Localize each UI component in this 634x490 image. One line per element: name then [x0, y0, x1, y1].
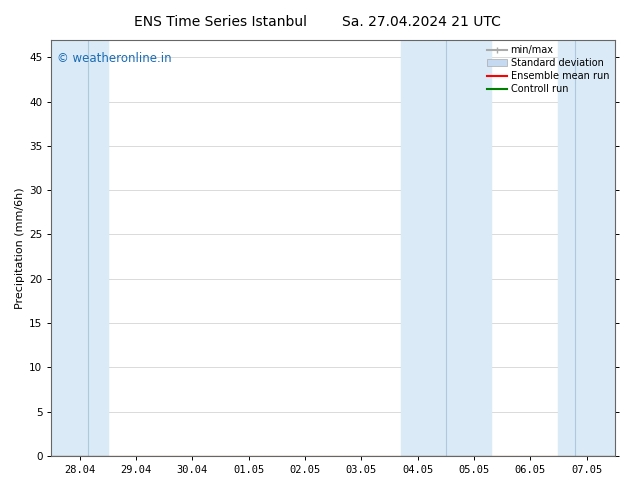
- Legend: min/max, Standard deviation, Ensemble mean run, Controll run: min/max, Standard deviation, Ensemble me…: [483, 42, 613, 98]
- Text: ENS Time Series Istanbul        Sa. 27.04.2024 21 UTC: ENS Time Series Istanbul Sa. 27.04.2024 …: [134, 15, 500, 29]
- Bar: [559, 40, 615, 456]
- Bar: [51, 40, 108, 456]
- Bar: [401, 40, 491, 456]
- Y-axis label: Precipitation (mm/6h): Precipitation (mm/6h): [15, 187, 25, 309]
- Text: © weatheronline.in: © weatheronline.in: [57, 52, 172, 65]
